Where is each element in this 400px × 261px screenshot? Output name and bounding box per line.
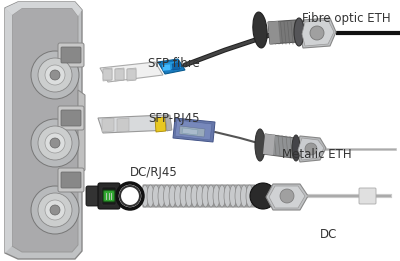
Text: DC: DC [320, 228, 337, 241]
FancyBboxPatch shape [58, 106, 84, 130]
Ellipse shape [174, 185, 182, 207]
Circle shape [45, 200, 65, 220]
Text: Metalic ETH: Metalic ETH [282, 148, 352, 161]
Circle shape [50, 70, 60, 80]
FancyBboxPatch shape [103, 190, 115, 202]
Ellipse shape [186, 185, 192, 207]
Polygon shape [269, 186, 305, 208]
Text: Fibre optic ETH: Fibre optic ETH [302, 12, 391, 25]
Ellipse shape [196, 185, 204, 207]
Polygon shape [12, 8, 78, 252]
FancyBboxPatch shape [104, 191, 114, 201]
Ellipse shape [213, 185, 220, 207]
Polygon shape [266, 184, 308, 210]
Polygon shape [172, 63, 180, 70]
Ellipse shape [158, 185, 165, 207]
FancyBboxPatch shape [61, 47, 81, 63]
Polygon shape [175, 120, 212, 140]
Polygon shape [127, 68, 136, 81]
Polygon shape [300, 18, 336, 48]
Text: SFP-RJ45: SFP-RJ45 [148, 112, 200, 125]
Polygon shape [103, 68, 112, 81]
FancyBboxPatch shape [58, 43, 84, 67]
FancyBboxPatch shape [359, 188, 376, 204]
FancyBboxPatch shape [61, 110, 81, 126]
Circle shape [50, 205, 60, 215]
Polygon shape [263, 134, 295, 158]
Polygon shape [173, 118, 215, 142]
Polygon shape [162, 61, 182, 70]
Polygon shape [179, 126, 205, 137]
Circle shape [117, 183, 143, 209]
Ellipse shape [169, 185, 176, 207]
Polygon shape [165, 115, 172, 131]
Ellipse shape [246, 185, 253, 207]
Circle shape [120, 186, 140, 206]
Ellipse shape [224, 185, 231, 207]
Circle shape [31, 186, 79, 234]
Text: DC/RJ45: DC/RJ45 [130, 166, 178, 179]
Ellipse shape [240, 185, 248, 207]
Polygon shape [268, 21, 280, 44]
Polygon shape [5, 2, 82, 259]
Ellipse shape [253, 12, 267, 48]
Polygon shape [162, 64, 171, 71]
Polygon shape [182, 128, 198, 135]
FancyBboxPatch shape [115, 69, 124, 80]
FancyBboxPatch shape [103, 69, 112, 80]
Polygon shape [295, 136, 326, 162]
Polygon shape [117, 118, 129, 132]
Circle shape [31, 51, 79, 99]
Text: SFP fibre: SFP fibre [148, 57, 200, 70]
Polygon shape [298, 138, 324, 160]
FancyBboxPatch shape [61, 172, 81, 188]
Circle shape [45, 65, 65, 85]
Polygon shape [302, 20, 334, 46]
Polygon shape [263, 134, 275, 155]
Polygon shape [115, 68, 124, 81]
FancyBboxPatch shape [127, 69, 136, 80]
Circle shape [31, 119, 79, 167]
Ellipse shape [164, 185, 170, 207]
Ellipse shape [142, 185, 148, 207]
Polygon shape [100, 62, 163, 82]
Polygon shape [5, 8, 12, 253]
Polygon shape [155, 117, 166, 132]
FancyBboxPatch shape [86, 186, 104, 206]
Ellipse shape [294, 18, 304, 46]
Polygon shape [78, 90, 85, 175]
Ellipse shape [230, 185, 236, 207]
FancyBboxPatch shape [98, 183, 120, 209]
Ellipse shape [208, 185, 214, 207]
Circle shape [38, 193, 72, 227]
Polygon shape [98, 115, 170, 133]
Circle shape [310, 26, 324, 40]
Circle shape [38, 126, 72, 160]
Circle shape [280, 189, 294, 203]
FancyBboxPatch shape [58, 168, 84, 192]
Ellipse shape [152, 185, 160, 207]
Polygon shape [268, 20, 298, 44]
Ellipse shape [202, 185, 209, 207]
Circle shape [50, 138, 60, 148]
Ellipse shape [292, 135, 300, 161]
Polygon shape [5, 2, 82, 16]
Circle shape [305, 143, 317, 155]
Polygon shape [102, 118, 114, 132]
Circle shape [250, 183, 276, 209]
Circle shape [38, 58, 72, 92]
Ellipse shape [180, 185, 187, 207]
Circle shape [45, 133, 65, 153]
Ellipse shape [147, 185, 154, 207]
Polygon shape [158, 59, 185, 74]
Polygon shape [143, 200, 258, 207]
FancyBboxPatch shape [102, 187, 116, 205]
Polygon shape [143, 185, 258, 207]
Ellipse shape [218, 185, 226, 207]
Ellipse shape [255, 129, 265, 161]
Ellipse shape [235, 185, 242, 207]
Ellipse shape [191, 185, 198, 207]
